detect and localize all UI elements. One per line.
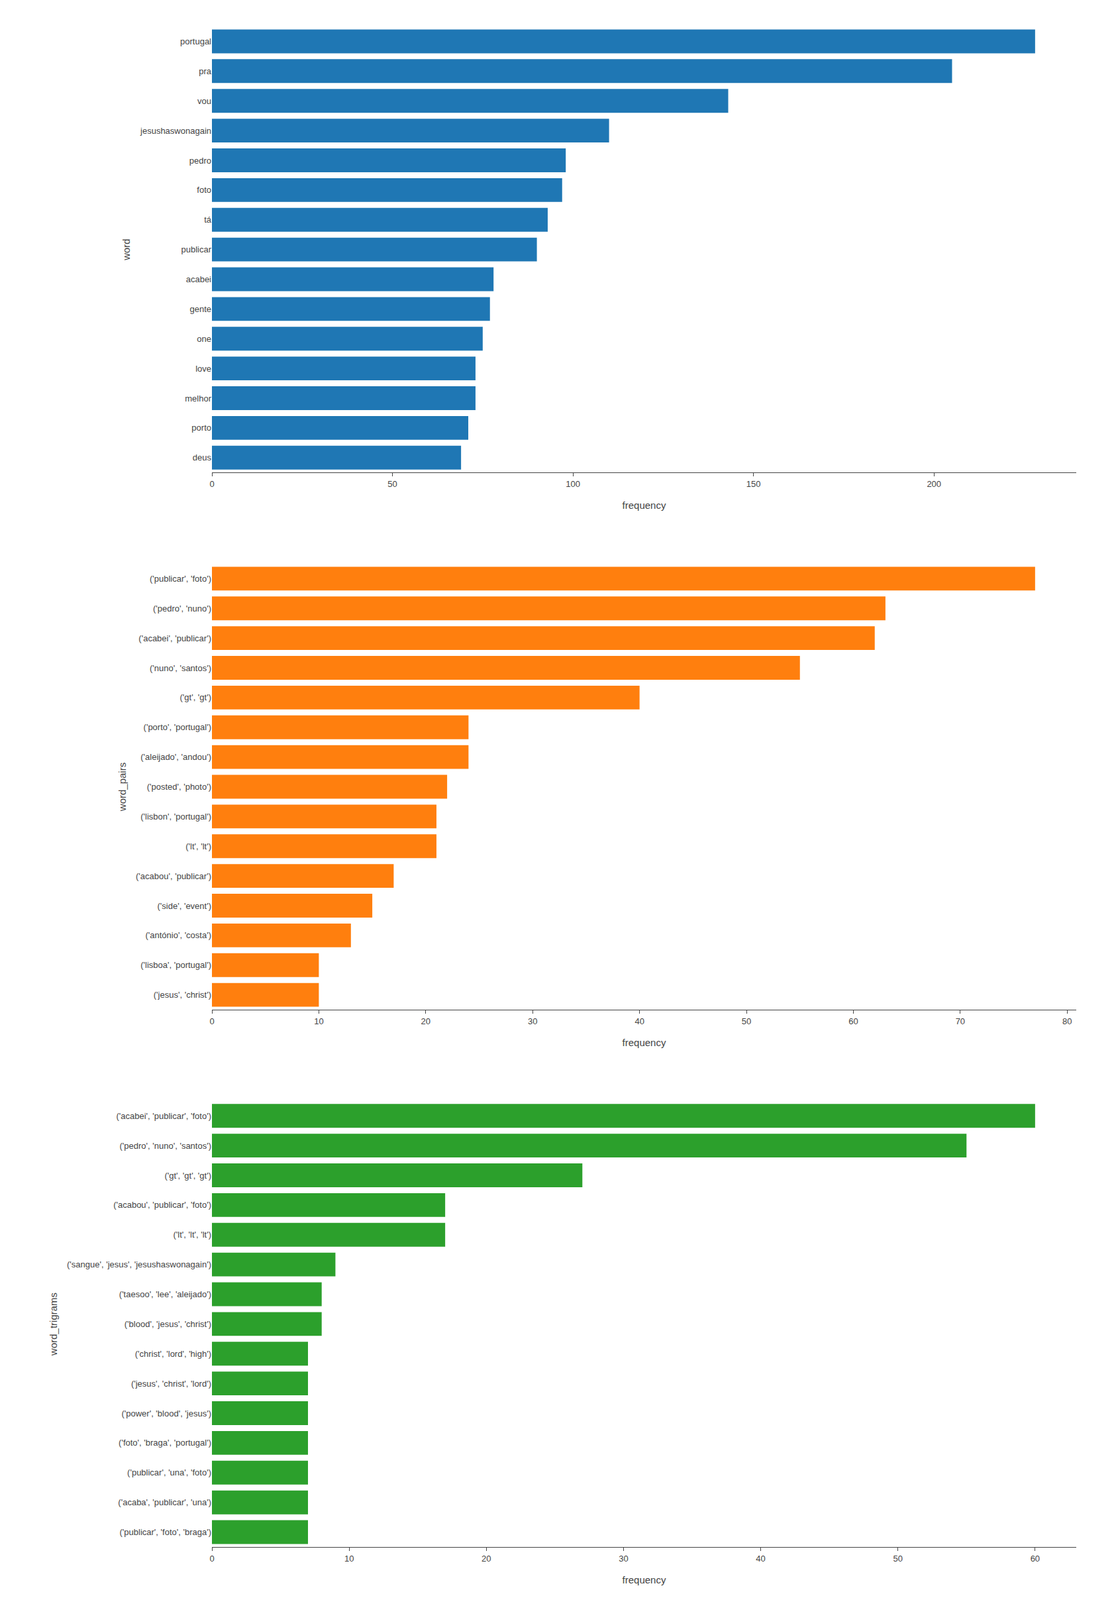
svg-text:('publicar', 'foto', 'braga'): ('publicar', 'foto', 'braga') [119,1526,212,1537]
svg-text:deus: deus [192,452,212,463]
svg-text:0: 0 [209,478,214,489]
svg-text:70: 70 [955,1015,965,1026]
svg-text:100: 100 [565,478,581,489]
svg-text:('acabei', 'publicar', 'foto'): ('acabei', 'publicar', 'foto') [115,1110,212,1121]
svg-text:30: 30 [618,1553,628,1564]
svg-text:('lisbon', 'portugal'): ('lisbon', 'portugal') [140,811,212,822]
svg-text:0: 0 [209,1015,214,1026]
svg-text:('power', 'blood', 'jesus'): ('power', 'blood', 'jesus') [121,1408,212,1419]
svg-text:('foto', 'braga', 'portugal'): ('foto', 'braga', 'portugal') [118,1437,212,1448]
svg-text:50: 50 [892,1553,903,1564]
svg-text:('gt', 'gt'): ('gt', 'gt') [180,692,212,703]
svg-text:20: 20 [421,1015,431,1026]
svg-text:('pedro', 'nuno', 'santos'): ('pedro', 'nuno', 'santos') [119,1140,212,1151]
svg-text:('lisboa', 'portugal'): ('lisboa', 'portugal') [140,959,212,970]
svg-text:('jesus', 'christ'): ('jesus', 'christ') [153,989,212,1000]
svg-text:('gt', 'gt', 'gt'): ('gt', 'gt', 'gt') [164,1170,212,1181]
svg-text:jesushaswonagain: jesushaswonagain [139,125,212,136]
svg-text:50: 50 [741,1015,752,1026]
svg-text:0: 0 [209,1553,214,1564]
svg-text:50: 50 [387,478,397,489]
svg-text:60: 60 [1030,1553,1040,1564]
svg-text:40: 40 [755,1553,765,1564]
svg-text:40: 40 [634,1015,644,1026]
svg-text:200: 200 [926,478,942,489]
svg-text:melhor: melhor [184,393,212,404]
svg-text:('antónio', 'costa'): ('antónio', 'costa') [145,929,212,940]
svg-text:tá: tá [203,214,212,225]
svg-text:('nuno', 'santos'): ('nuno', 'santos') [149,662,212,673]
svg-text:acabei: acabei [186,274,212,285]
svg-text:('publicar', 'una', 'foto'): ('publicar', 'una', 'foto') [127,1467,212,1477]
svg-text:word_trigrams: word_trigrams [47,1292,59,1356]
svg-text:('lt', 'lt', 'lt'): ('lt', 'lt', 'lt') [173,1229,212,1240]
svg-text:150: 150 [746,478,761,489]
svg-text:foto: foto [196,184,212,195]
svg-text:love: love [195,363,212,374]
svg-text:('aleijado', 'andou'): ('aleijado', 'andou') [140,751,212,762]
svg-text:10: 10 [344,1553,354,1564]
svg-text:pra: pra [198,66,212,77]
svg-text:('blood', 'jesus', 'christ'): ('blood', 'jesus', 'christ') [124,1318,212,1329]
svg-text:('jesus', 'christ', 'lord'): ('jesus', 'christ', 'lord') [131,1378,212,1389]
svg-text:30: 30 [527,1015,538,1026]
svg-text:('acabei', 'publicar'): ('acabei', 'publicar') [138,633,212,644]
svg-text:publicar: publicar [180,244,212,255]
svg-text:('acabou', 'publicar'): ('acabou', 'publicar') [135,870,212,881]
svg-text:frequency: frequency [622,1036,667,1048]
svg-text:('acabou', 'publicar', 'foto'): ('acabou', 'publicar', 'foto') [113,1199,212,1210]
svg-text:gente: gente [189,304,212,314]
svg-text:pedro: pedro [189,155,212,166]
svg-text:('taesoo', 'lee', 'aleijado'): ('taesoo', 'lee', 'aleijado') [119,1288,212,1299]
svg-text:('posted', 'photo'): ('posted', 'photo') [147,781,212,792]
svg-text:('acaba', 'publicar', 'una'): ('acaba', 'publicar', 'una') [117,1496,212,1507]
svg-text:portugal: portugal [180,36,212,47]
svg-text:frequency: frequency [622,1573,667,1585]
svg-text:('porto', 'portugal'): ('porto', 'portugal') [143,721,212,732]
svg-text:porto: porto [191,422,212,433]
svg-text:word: word [120,238,132,261]
svg-text:('christ', 'lord', 'high'): ('christ', 'lord', 'high') [135,1348,212,1359]
svg-text:10: 10 [313,1015,324,1026]
svg-text:('side', 'event'): ('side', 'event') [157,900,212,911]
svg-text:vou: vou [197,96,212,106]
svg-text:('publicar', 'foto'): ('publicar', 'foto') [149,573,212,584]
svg-text:60: 60 [848,1015,858,1026]
svg-text:('sangue', 'jesus', 'jesushasw: ('sangue', 'jesus', 'jesushaswonagain') [66,1259,212,1269]
svg-text:('lt', 'lt'): ('lt', 'lt') [185,841,212,852]
svg-text:('pedro', 'nuno'): ('pedro', 'nuno') [152,603,212,614]
svg-text:20: 20 [481,1553,491,1564]
svg-text:frequency: frequency [622,499,667,511]
svg-text:one: one [196,333,212,344]
svg-text:80: 80 [1062,1015,1072,1026]
svg-text:word_pairs: word_pairs [116,762,128,812]
